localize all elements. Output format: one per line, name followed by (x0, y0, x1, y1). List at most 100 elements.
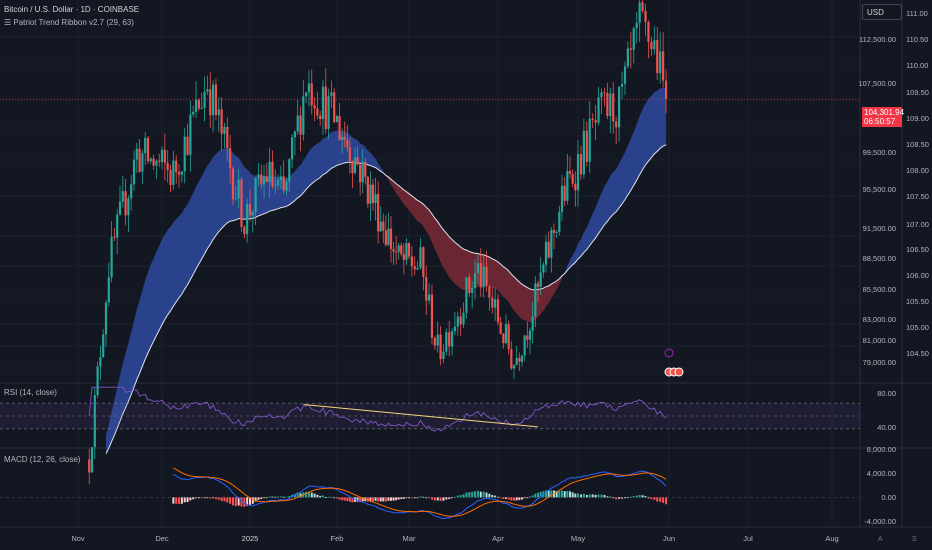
candle-down (377, 194, 380, 232)
macd-histogram-bar (338, 497, 341, 500)
macd-histogram-bar (588, 494, 591, 498)
macd-histogram-bar (223, 497, 226, 502)
candle-down (507, 324, 510, 350)
candle-down (448, 332, 451, 347)
macd-histogram-bar (341, 497, 344, 501)
price-tick-label: 91,500.00 (863, 224, 896, 233)
macd-title[interactable]: MACD (12, 26, close) (4, 455, 81, 464)
candle-down (422, 247, 425, 278)
macd-histogram-bar (237, 497, 240, 506)
candle-down (271, 161, 274, 186)
candle-up (379, 221, 382, 232)
macd-histogram-bar (240, 497, 243, 507)
candle-up (494, 299, 497, 308)
rsi-title[interactable]: RSI (14, close) (4, 388, 57, 397)
candle-down (319, 115, 322, 119)
secondary-tick-label: 107.00 (906, 220, 929, 229)
macd-histogram-bar (428, 497, 431, 499)
candle-down (366, 176, 369, 204)
macd-histogram-bar (571, 492, 574, 498)
candle-down (526, 335, 529, 340)
macd-histogram-bar (439, 497, 442, 501)
macd-histogram-bar (359, 497, 362, 503)
macd-tick-label: 0.00 (881, 493, 896, 502)
candle-down (240, 179, 243, 227)
ribbon-bullish-band (106, 130, 384, 454)
candle-up (450, 331, 454, 347)
macd-histogram-bar (384, 497, 387, 502)
candle-up (203, 91, 206, 108)
candle-up (576, 153, 580, 191)
macd-histogram-bar (445, 497, 448, 500)
auto-scale-button[interactable]: A (878, 536, 883, 543)
indicator-title[interactable]: ☰ Patriot Trend Ribbon v2.7 (29, 63) (4, 18, 134, 27)
macd-histogram-bar (408, 497, 410, 499)
price-tick-label: 83,000.00 (863, 315, 896, 324)
candle-down (313, 105, 316, 109)
macd-histogram-bar (577, 493, 579, 498)
macd-histogram-bar (379, 497, 382, 502)
macd-histogram-bar (510, 497, 513, 501)
macd-histogram-bar (597, 494, 600, 498)
macd-histogram-bar (644, 496, 647, 498)
candle-up (307, 83, 311, 93)
currency-button[interactable]: USD (862, 4, 902, 20)
price-tick-label: 85,500.00 (863, 285, 896, 294)
candle-up (211, 84, 215, 116)
secondary-tick-label: 105.00 (906, 323, 929, 332)
candle-up (442, 351, 445, 360)
macd-histogram-bar (474, 491, 477, 498)
macd-histogram-bar (515, 497, 518, 501)
macd-histogram-bar (518, 497, 521, 501)
macd-histogram-bar (405, 497, 408, 499)
macd-histogram-bar (175, 497, 178, 504)
ribbon-slow-line (105, 144, 667, 454)
candle-up (427, 294, 431, 301)
macd-histogram-bar (574, 493, 577, 498)
candle-up (453, 326, 457, 332)
candle-up (626, 48, 630, 67)
candle-down (568, 171, 572, 174)
candle-down (282, 176, 285, 191)
candle-up (534, 283, 537, 317)
candle-up (632, 28, 635, 50)
candle-down (664, 80, 668, 100)
candle-down (186, 136, 189, 155)
candle-up (107, 277, 110, 303)
candle-up (96, 366, 99, 396)
secondary-tick-label: 104.50 (906, 349, 929, 358)
macd-histogram-bar (382, 497, 385, 502)
candle-up (141, 153, 144, 172)
macd-histogram-bar (333, 497, 336, 499)
macd-histogram-bar (330, 496, 333, 498)
macd-histogram-bar (534, 493, 537, 498)
candle-down (209, 89, 212, 116)
macd-histogram-bar (566, 490, 569, 498)
macd-histogram-bar (609, 496, 612, 498)
macd-histogram-bar (249, 497, 251, 505)
candle-down (356, 157, 359, 165)
candle-up (369, 184, 372, 204)
candle-up (617, 86, 621, 128)
candle-down (603, 92, 606, 94)
macd-histogram-bar (212, 497, 215, 499)
candle-down (439, 334, 442, 360)
macd-histogram-bar (662, 497, 665, 503)
candle-down (579, 153, 583, 175)
candle-up (374, 194, 377, 204)
candle-up (116, 214, 119, 238)
price-tick-label: 88,500.00 (863, 254, 896, 263)
macd-histogram-bar (422, 496, 425, 498)
macd-histogram-bar (172, 497, 175, 504)
macd-histogram-bar (351, 497, 354, 503)
macd-histogram-bar (243, 497, 246, 507)
candle-down (402, 254, 405, 260)
candle-up (330, 92, 333, 97)
candle-down (496, 299, 500, 323)
settings-button[interactable]: S (912, 536, 917, 543)
candle-down (585, 130, 588, 162)
macd-histogram-bar (419, 496, 422, 498)
macd-histogram-bar (436, 497, 439, 501)
candle-down (612, 93, 615, 122)
